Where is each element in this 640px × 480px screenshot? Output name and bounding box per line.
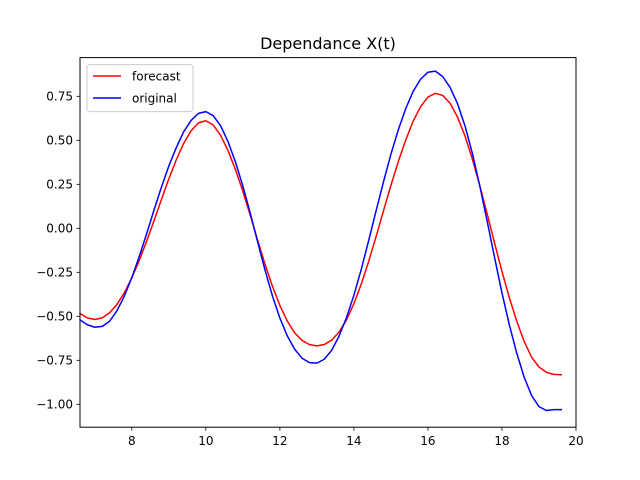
x-tick-label: 8	[128, 434, 136, 448]
y-tick-label: 0.75	[46, 90, 73, 104]
x-tick-label: 10	[198, 434, 213, 448]
x-tick-label: 14	[346, 434, 361, 448]
x-tick-label: 16	[420, 434, 435, 448]
y-tick-label: −0.25	[36, 266, 73, 280]
x-tick-label: 20	[568, 434, 583, 448]
chart-title: Dependance X(t)	[260, 34, 396, 53]
y-axis: −1.00 −0.75 −0.50 −0.25 0.00 0.25 0.50 0.75	[36, 90, 80, 412]
legend-label-original: original	[132, 92, 177, 106]
y-tick-label: 0.50	[46, 134, 73, 148]
legend: forecast original	[86, 64, 194, 113]
x-axis: 8 10 12 14 16 18 20	[128, 427, 584, 448]
y-tick-label: −1.00	[36, 398, 73, 412]
y-tick-label: 0.00	[46, 222, 73, 236]
plot-frame	[79, 57, 577, 428]
x-tick-label: 12	[272, 434, 287, 448]
x-tick-label: 18	[494, 434, 509, 448]
y-tick-label: 0.25	[46, 178, 73, 192]
legend-label-forecast: forecast	[132, 70, 181, 84]
y-tick-label: −0.50	[36, 310, 73, 324]
series-line-original	[78, 70, 562, 412]
series-layer	[78, 70, 562, 412]
y-tick-label: −0.75	[36, 354, 73, 368]
